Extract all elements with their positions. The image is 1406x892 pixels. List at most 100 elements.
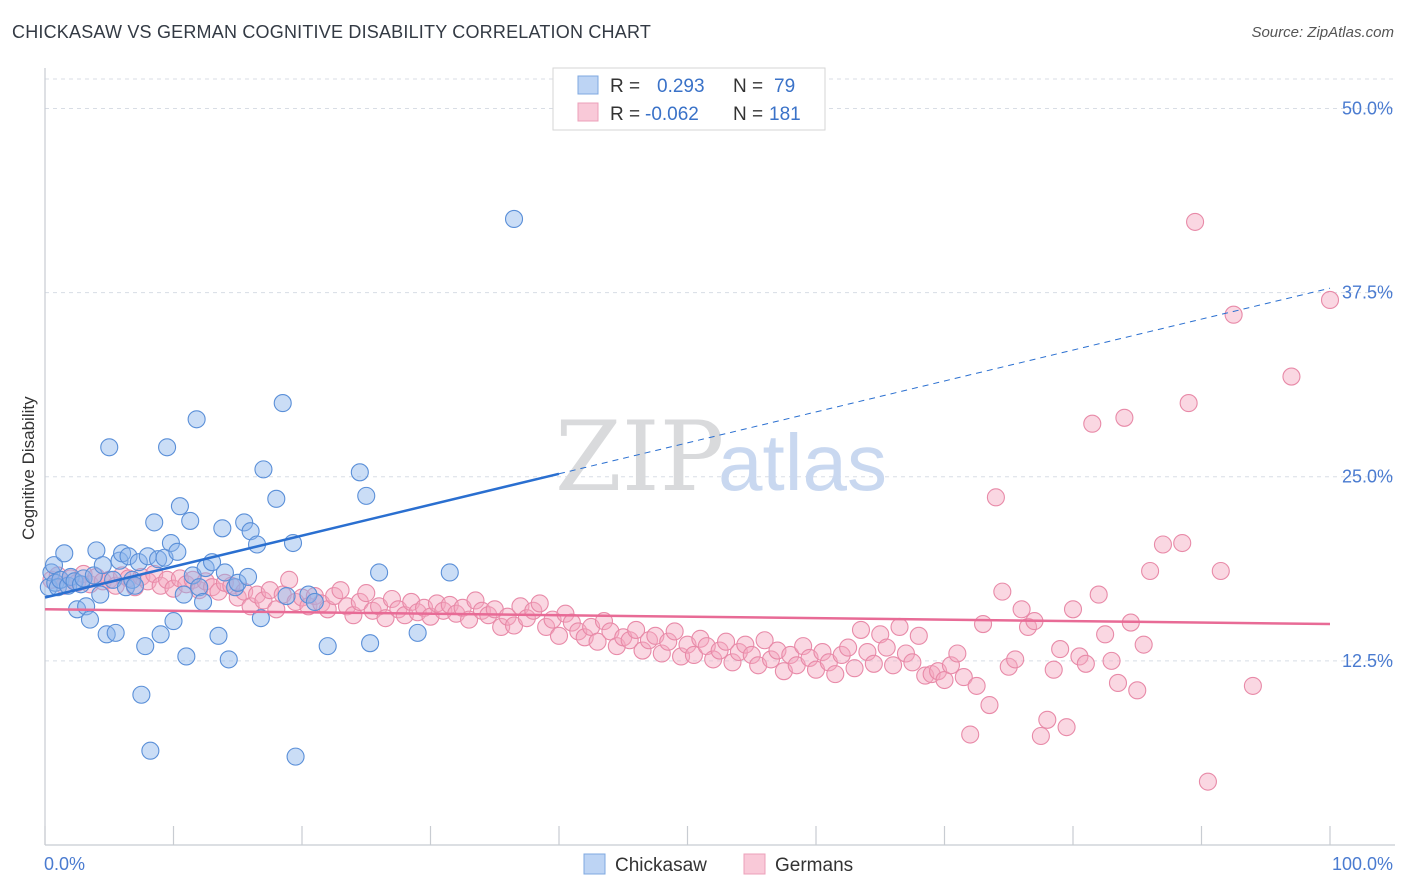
point-germans-53	[382, 589, 402, 609]
point-chickasaw-18	[93, 556, 112, 575]
point-germans-45	[331, 581, 350, 600]
point-germans-170	[1134, 635, 1153, 654]
point-chickasaw-68	[286, 747, 305, 766]
point-chickasaw-34	[145, 513, 164, 532]
point-germans-81	[562, 613, 581, 632]
point-chickasaw-12	[74, 569, 93, 588]
point-germans-124	[839, 638, 858, 657]
point-germans-104	[710, 641, 729, 660]
series-chickasaw	[39, 209, 524, 766]
point-germans-80	[556, 604, 575, 623]
point-germans-177	[1211, 561, 1230, 581]
point-germans-66	[466, 591, 485, 610]
point-chickasaw-15	[84, 566, 103, 585]
point-germans-165	[1102, 651, 1121, 670]
point-germans-172	[1153, 535, 1172, 554]
point-germans-117	[794, 637, 813, 656]
point-germans-126	[851, 620, 871, 639]
legend: R = 0.293 N = 79 R = -0.062 N = 181	[552, 67, 826, 131]
point-germans-127	[858, 642, 877, 662]
point-chickasaw-22	[106, 623, 125, 642]
point-germans-173	[1173, 533, 1192, 553]
legend-n-value-1: 79	[774, 76, 795, 97]
chart-title: CHICKASAW VS GERMAN COGNITIVE DISABILITY…	[12, 22, 652, 42]
legend-n-value-2: 181	[769, 104, 801, 125]
point-germans-146	[980, 696, 999, 715]
watermark: ZIP atlas	[555, 401, 887, 513]
point-chickasaw-75	[370, 563, 389, 582]
point-germans-155	[1038, 710, 1057, 729]
point-chickasaw-74	[361, 634, 380, 653]
point-chickasaw-19	[97, 625, 116, 644]
point-chickasaw-62	[251, 609, 270, 628]
bottom-legend-germans: Germans	[775, 855, 853, 876]
point-germans-143	[961, 725, 980, 744]
point-germans-144	[967, 676, 986, 695]
point-chickasaw-65	[273, 394, 292, 413]
point-germans-96	[659, 632, 678, 651]
point-chickasaw-47	[187, 410, 206, 429]
legend-n-label-1: N =	[733, 76, 763, 97]
trend-lines	[44, 287, 1331, 626]
point-chickasaw-41	[168, 542, 187, 561]
point-germans-77	[537, 617, 556, 637]
point-germans-154	[1031, 726, 1050, 746]
bottom-legend-swatch-chickasaw	[583, 853, 606, 875]
point-chickasaw-77	[440, 563, 459, 582]
point-chickasaw-52	[209, 626, 228, 645]
point-germans-162	[1083, 414, 1102, 433]
point-germans-133	[896, 644, 916, 663]
point-germans-106	[723, 653, 742, 672]
point-chickasaw-28	[125, 576, 144, 595]
point-germans-174	[1179, 394, 1198, 413]
point-chickasaw-66	[277, 586, 296, 606]
point-germans-178	[1224, 305, 1243, 324]
trend-chickasaw-solid	[44, 472, 560, 599]
point-chickasaw-45	[181, 511, 200, 530]
bottom-legend-chickasaw: Chickasaw	[615, 855, 707, 876]
legend-r-label-1: R =	[610, 76, 640, 97]
y-tick-label-2: 37.5%	[1342, 283, 1393, 303]
point-germans-90	[620, 631, 639, 650]
point-chickasaw-55	[219, 650, 238, 669]
x-tick-label-0: 0.0%	[44, 854, 85, 874]
point-chickasaw-29	[129, 553, 148, 572]
point-chickasaw-63	[254, 460, 273, 479]
point-germans-85	[588, 632, 607, 651]
point-chickasaw-69	[299, 585, 318, 604]
point-chickasaw-70	[305, 592, 324, 611]
point-germans-123	[832, 645, 851, 665]
point-germans-181	[1320, 290, 1340, 310]
point-chickasaw-59	[238, 567, 258, 586]
point-chickasaw-30	[132, 685, 151, 704]
point-chickasaw-73	[357, 486, 376, 505]
point-chickasaw-31	[136, 637, 155, 656]
point-germans-41	[305, 586, 324, 606]
point-chickasaw-53	[213, 519, 232, 538]
point-germans-91	[627, 620, 646, 639]
point-germans-159	[1063, 600, 1083, 619]
point-germans-149	[999, 657, 1018, 676]
legend-r-value-1: 0.293	[657, 76, 705, 97]
legend-r-label-2: R =	[610, 104, 640, 125]
point-germans-158	[1057, 718, 1076, 737]
tick-labels: 12.5% 25.0% 37.5% 50.0% 0.0% 100.0%	[44, 98, 1393, 874]
point-chickasaw-72	[350, 463, 369, 482]
point-germans-130	[877, 638, 896, 657]
point-chickasaw-20	[100, 438, 119, 457]
point-germans-33	[254, 591, 273, 610]
point-germans-100	[684, 645, 703, 665]
point-chickasaw-6	[55, 544, 74, 563]
point-chickasaw-42	[170, 497, 189, 516]
point-germans-150	[1006, 650, 1025, 669]
point-germans-76	[530, 594, 549, 613]
point-germans-145	[973, 614, 993, 634]
point-germans-179	[1243, 676, 1262, 695]
trend-chickasaw-dashed	[558, 287, 1331, 475]
point-germans-176	[1198, 772, 1217, 791]
x-tick-label-1: 100.0%	[1332, 854, 1393, 874]
point-germans-156	[1044, 660, 1063, 679]
point-chickasaw-35	[149, 550, 168, 569]
point-germans-48	[350, 592, 369, 611]
